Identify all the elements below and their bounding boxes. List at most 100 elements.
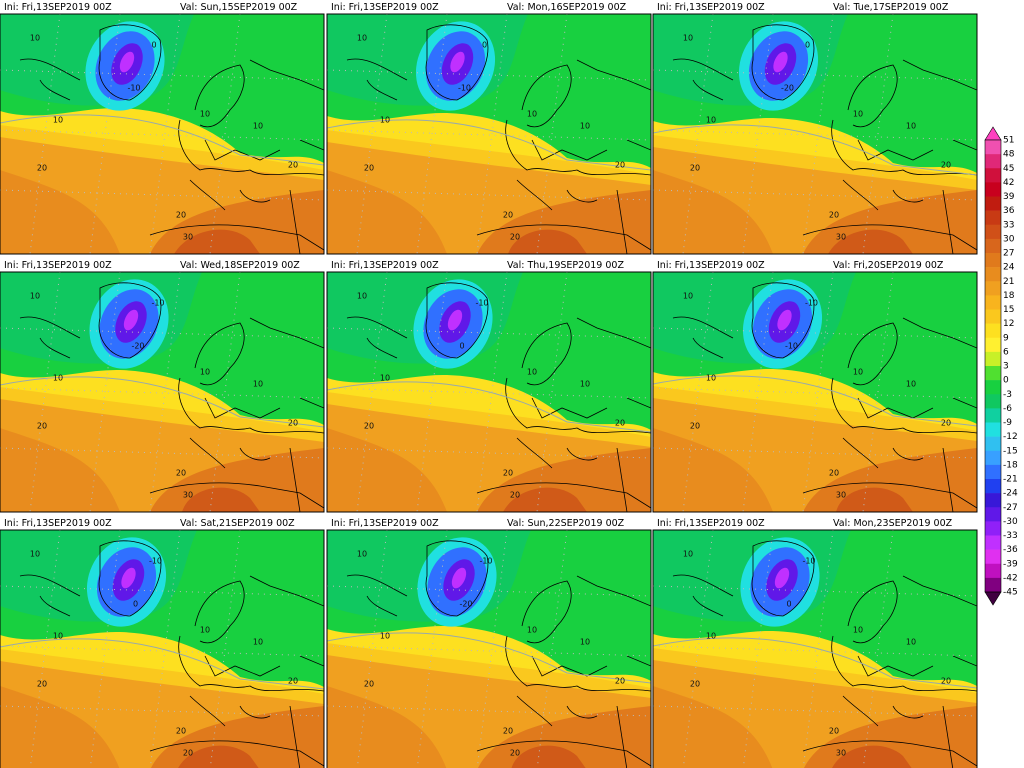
contour-label: 20 (510, 491, 520, 500)
colorbar-label: 42 (1003, 178, 1014, 188)
valid-time: Val: Mon,16SEP2019 00Z (507, 2, 627, 13)
contour-label: 20 (615, 677, 625, 686)
forecast-panel: Ini: Fri,13SEP2019 00Z Val: Fri,20SEP2019… (652, 260, 978, 513)
graticule (0, 585, 324, 597)
contour-label: 10 (853, 368, 863, 377)
hot-region (836, 487, 913, 512)
coastline (847, 322, 898, 386)
contour-label: 30 (836, 749, 846, 758)
graticule (653, 447, 977, 459)
contour-label: 20 (176, 211, 186, 220)
valid-time: Val: Tue,17SEP2019 00Z (833, 2, 949, 13)
forecast-panel: Ini: Fri,13SEP2019 00Z Val: Thu,19SEP2019… (326, 260, 652, 513)
graticule (802, 530, 834, 768)
contour-label: 20 (364, 164, 374, 173)
contour-label: 10 (906, 380, 916, 389)
valid-time: Val: Fri,20SEP2019 00Z (833, 260, 944, 271)
map-frame (652, 529, 978, 768)
forecast-panel: Ini: Fri,13SEP2019 00Z Val: Tue,17SEP2019… (652, 2, 978, 255)
map: 10 -10 -20 10 10 10 20 20 20 20 (327, 530, 651, 768)
colorbar-swatch (985, 182, 1001, 197)
coastline (425, 282, 489, 359)
contour-label: -10 (458, 84, 471, 93)
coastline (194, 64, 245, 128)
graticule (327, 387, 651, 399)
contour-label: -10 (802, 557, 815, 566)
valid-time: Val: Sat,21SEP2019 00Z (180, 518, 295, 529)
contour-label: 10 (706, 632, 716, 641)
graticule (0, 189, 324, 201)
graticule (356, 14, 388, 254)
graticule (0, 327, 324, 339)
isotherm (653, 637, 977, 689)
colorbar-swatch (985, 196, 1001, 211)
contour-label: 10 (580, 638, 590, 647)
colorbar-label: 21 (1003, 277, 1014, 287)
contour-label: 30 (836, 491, 846, 500)
warm-region (327, 686, 447, 768)
colorbar-swatch (985, 493, 1001, 508)
coastline (249, 59, 324, 91)
contour-label: 20 (176, 727, 186, 736)
graticule (653, 69, 977, 81)
contour-label: 10 (53, 116, 63, 125)
graticule (327, 327, 651, 339)
coastline (19, 316, 81, 359)
map-frame (0, 529, 325, 768)
contour-label: 20 (37, 422, 47, 431)
colorbar-swatch (985, 295, 1001, 310)
cold-region (447, 309, 463, 331)
colorbar-swatch (985, 210, 1001, 226)
map-frame (326, 271, 652, 513)
graticule (416, 530, 448, 768)
graticule (149, 272, 181, 512)
graticule (0, 645, 324, 657)
graticule (89, 14, 121, 254)
colorbar-label: 3 (1003, 362, 1009, 372)
contour-label: 10 (906, 122, 916, 131)
contour-label: 10 (357, 34, 367, 43)
colorbar-frame (984, 139, 1002, 593)
contour-label: 0 (459, 342, 464, 351)
coastline (802, 740, 977, 767)
contour-label: 0 (786, 600, 791, 609)
graticule (29, 530, 61, 768)
cold-region (777, 309, 792, 331)
colorbar-swatch (985, 521, 1001, 536)
contour-label: 20 (690, 422, 700, 431)
coastline (616, 397, 651, 512)
colorbar-swatch (985, 154, 1001, 169)
isotherm (0, 114, 324, 166)
warm-region (150, 448, 324, 512)
graticule (682, 530, 714, 768)
contour-label: 10 (527, 110, 537, 119)
colorbar-label: 51 (1003, 136, 1014, 146)
cold-region (451, 567, 467, 589)
warm-region (653, 686, 773, 768)
isotherm (327, 632, 651, 684)
colorbar-swatch (985, 267, 1001, 282)
graticule (536, 14, 568, 254)
colorbar-swatch (985, 168, 1001, 183)
contour-label: -10 (475, 299, 488, 308)
contour-label: 10 (380, 632, 390, 641)
graticule (742, 272, 774, 512)
graticule (862, 272, 894, 512)
coastline (672, 58, 734, 101)
coastline (98, 540, 162, 617)
colorbar-swatch (985, 507, 1001, 522)
valid-time: Val: Wed,18SEP2019 00Z (180, 260, 300, 271)
contour-label: 20 (37, 164, 47, 173)
contour-label: 30 (836, 233, 846, 242)
map: 10 -10 0 10 10 10 20 20 20 20 (327, 272, 651, 512)
colorbar-label: 39 (1003, 192, 1015, 202)
forecast-panel: Ini: Fri,13SEP2019 00Z Val: Sat,21SEP2019… (0, 518, 325, 768)
coastline (847, 64, 898, 128)
coastline (346, 574, 408, 617)
coastline (476, 224, 651, 251)
contour-label: 20 (690, 680, 700, 689)
contour-label: 10 (380, 374, 390, 383)
graticule (89, 530, 121, 768)
contour-label: -10 (127, 84, 140, 93)
contour-label: -10 (805, 299, 818, 308)
